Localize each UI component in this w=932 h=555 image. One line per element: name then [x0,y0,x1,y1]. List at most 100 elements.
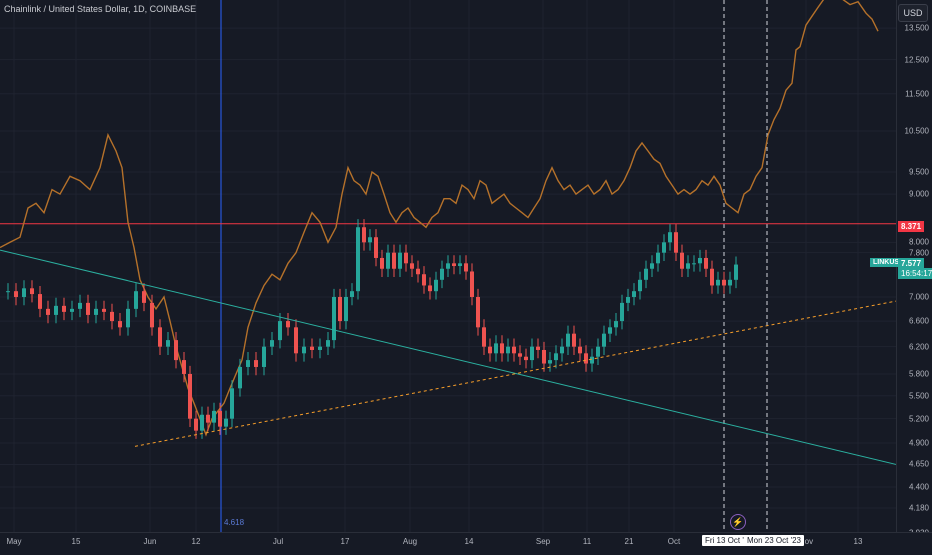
candle-body [596,346,600,357]
price-tick-label: 9.000 [908,189,929,199]
candle-body [142,291,146,303]
candle-body [410,263,414,269]
candle-body [102,308,106,312]
candle-body [332,296,336,341]
candle-body [404,252,408,264]
candle-body [512,346,516,354]
candle-body [206,414,210,423]
price-tick-label: 6.200 [908,342,929,352]
candle-body [212,410,216,423]
candle-body [22,288,26,297]
time-tick-label: Sep [535,537,551,546]
candle-body [150,302,154,328]
candle-body [434,279,438,292]
price-tick-label: 7.000 [908,292,929,302]
candle-body [310,346,314,350]
candle-body [270,340,274,347]
time-tick-label: Oct [667,537,681,546]
candle-body [14,291,18,297]
time-tick-label: 15 [71,537,81,546]
symbol-tag: LINKUSD [870,258,908,267]
price-tick-label: 10.500 [904,126,929,136]
candle-body [262,346,266,367]
candle-body [278,321,282,341]
price-tick-label: 5.500 [908,391,929,401]
candle-body [632,291,636,297]
candle-body [344,296,348,322]
time-tick-label: 12 [191,537,201,546]
time-axis[interactable]: May 15 Jun 12 Jul 17 Aug 14 Sep 11 21 Oct Nov 13 [0,532,932,551]
candle-body [230,388,234,419]
candle-body [224,418,228,427]
candle-body [680,252,684,269]
candle-body [476,296,480,328]
candle-body [30,288,34,295]
candle-body [518,353,522,357]
candle-body [326,340,330,347]
candle-body [590,356,594,364]
candle-body [238,366,242,389]
candle-body [200,414,204,431]
candle-body [302,346,306,354]
price-tick-label: 4.900 [908,438,929,448]
low-price-label: 4.618 [224,518,245,527]
chart-title: Chainlink / United States Dollar, 1D, CO… [4,4,197,14]
candle-body [710,268,714,286]
candle-body [62,305,66,312]
candle-body [548,360,552,364]
candle-body [392,252,396,269]
candle-body [254,360,258,367]
time-tick-label: Jul [272,537,284,546]
candle-body [362,227,366,243]
candle-body [318,346,322,350]
price-tick-label: 12.500 [904,55,929,65]
candle-body [488,346,492,354]
candle-body [662,242,666,253]
candle-body [78,302,82,309]
candle-body [614,321,618,328]
candle-body [6,291,10,293]
lightning-icon[interactable]: ⚡ [730,514,746,530]
candle-body [464,263,468,272]
candle-body [542,349,546,364]
time-tick-label: 13 [853,537,863,546]
candle-body [494,343,498,354]
candle-body [428,285,432,292]
candle-body [500,343,504,354]
candle-body [46,308,50,315]
price-tick-label: 11.500 [905,89,929,99]
candle-body [166,340,170,347]
candle-body [194,418,198,431]
candle-body [174,340,178,361]
currency-button[interactable]: USD [898,4,928,22]
candle-body [398,252,402,269]
candle-body [674,232,678,253]
candle-body [446,263,450,269]
candle-body [620,302,624,322]
time-tick-label: 17 [340,537,350,546]
candle-body [188,373,192,419]
candle-body [452,263,456,267]
candle-body [356,227,360,292]
price-tick-label: 4.400 [908,482,929,492]
candle-body [246,360,250,367]
candle-body [722,279,726,286]
candle-body [182,360,186,374]
candle-body [578,346,582,354]
candle-body [218,410,222,427]
candle-body [530,346,534,361]
candle-body [110,311,114,322]
candle-body [728,279,732,286]
time-tick-label: Nov [798,537,814,546]
candle-body [134,291,138,309]
marker-date-label: Fri 13 Oct '23 [702,535,756,546]
candle-body [386,252,390,269]
price-tick-label: 9.500 [908,167,929,177]
candle-body [566,333,570,347]
candle-body [638,279,642,292]
candle-body [668,232,672,243]
time-tick-label: Aug [402,537,418,546]
candle-body [86,302,90,315]
